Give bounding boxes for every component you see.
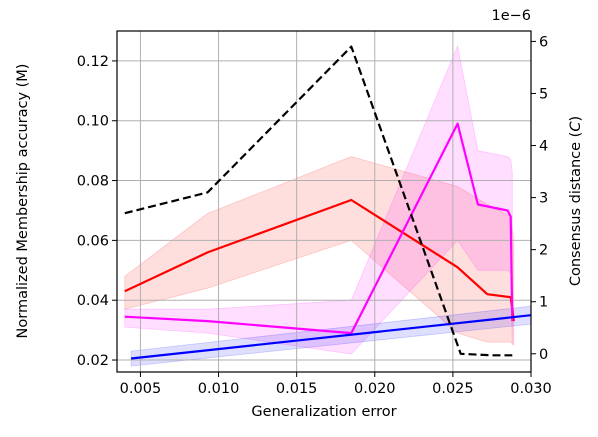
x-tick-label: 0.010 bbox=[198, 381, 240, 397]
y-left-tick-label: 0.12 bbox=[77, 54, 109, 70]
y-axis-right-label-suffix: ) bbox=[568, 116, 584, 122]
plot-frame bbox=[116, 30, 532, 373]
y-left-tick-label: 0.04 bbox=[77, 293, 109, 309]
series-1-band bbox=[124, 44, 513, 355]
y-axis-left: 0.02 0.04 0.06 0.08 0.10 0.12 bbox=[77, 54, 117, 369]
y-left-tick-label: 0.06 bbox=[77, 233, 109, 249]
y-axis-right-label: Consensus distance (C) bbox=[568, 116, 584, 286]
y-left-tick-label: 0.08 bbox=[77, 174, 109, 190]
y-right-tick-label: 2 bbox=[539, 243, 548, 259]
x-tick-label: 0.020 bbox=[354, 381, 396, 397]
y-axis-left-label: Normalized Membership accuracy (M) bbox=[15, 64, 31, 339]
y-right-tick-label: 3 bbox=[539, 191, 548, 207]
series-1-line bbox=[124, 122, 514, 335]
y-right-tick-label: 0 bbox=[539, 347, 548, 363]
series-lines bbox=[124, 45, 532, 360]
x-tick-label: 0.015 bbox=[276, 381, 318, 397]
y-axis-right: 0 1 2 3 4 5 6 bbox=[531, 34, 548, 363]
x-tick-label: 0.025 bbox=[432, 381, 474, 397]
series-3-line bbox=[124, 45, 513, 357]
right-axis-offset-label: 1e−6 bbox=[491, 8, 531, 24]
y-right-tick-label: 6 bbox=[539, 34, 548, 50]
y-right-tick-label: 4 bbox=[539, 139, 548, 155]
y-axis-right-label-symbol: C bbox=[568, 121, 584, 132]
y-axis-right-label-prefix: Consensus distance ( bbox=[568, 132, 584, 286]
y-left-tick-label: 0.10 bbox=[77, 114, 109, 130]
y-right-tick-label: 5 bbox=[539, 86, 548, 102]
x-axis-label: Generalization error bbox=[251, 404, 396, 420]
x-axis: 0.005 0.010 0.015 0.020 0.025 0.030 bbox=[120, 372, 552, 397]
x-tick-label: 0.005 bbox=[120, 381, 162, 397]
y-left-tick-label: 0.02 bbox=[77, 353, 109, 369]
x-tick-label: 0.030 bbox=[510, 381, 552, 397]
series-0-line bbox=[124, 198, 515, 322]
series-2-line bbox=[130, 314, 532, 360]
confidence-bands bbox=[124, 44, 532, 367]
y-right-tick-label: 1 bbox=[539, 295, 548, 311]
